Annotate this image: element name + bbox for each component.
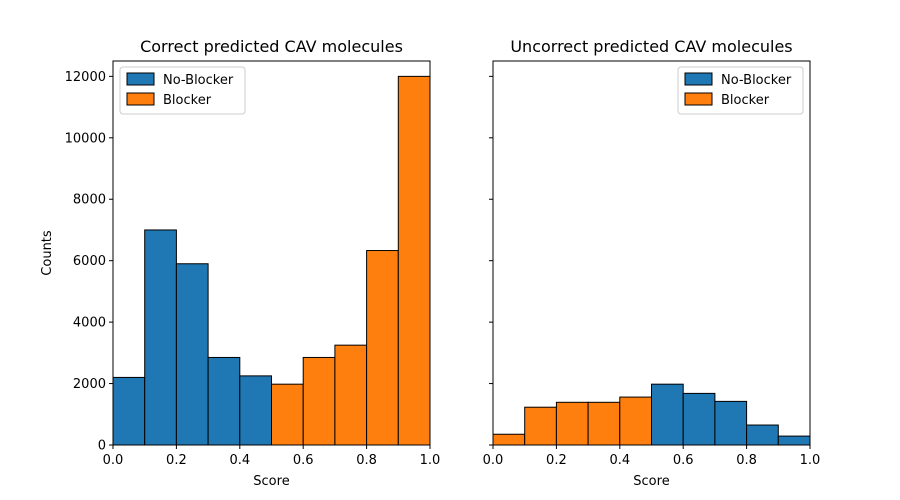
legend: No-Blocker Blocker bbox=[677, 66, 804, 115]
y-tick-label: 0 bbox=[98, 439, 106, 454]
y-tick-label: 12000 bbox=[65, 70, 106, 85]
chart-title: Correct predicted CAV molecules bbox=[140, 37, 403, 56]
bar-blocker-bin-9 bbox=[366, 250, 399, 446]
bar-no-blocker-bin-6 bbox=[651, 383, 684, 446]
legend-label-blocker: Blocker bbox=[721, 93, 770, 108]
plot-frame bbox=[492, 60, 811, 446]
bar-no-blocker-bin-8 bbox=[714, 400, 748, 446]
legend-swatch-blocker bbox=[684, 92, 713, 106]
y-tick-label: 8000 bbox=[73, 193, 106, 208]
legend-swatch-no-blocker bbox=[684, 72, 713, 86]
x-tick-label: 0.8 bbox=[736, 453, 757, 468]
bar-no-blocker-bin-5 bbox=[239, 375, 273, 446]
x-tick-label: 0.0 bbox=[103, 453, 124, 468]
bar-no-blocker-bin-1 bbox=[112, 376, 146, 446]
bar-no-blocker-bin-4 bbox=[207, 356, 241, 446]
chart-panel-1: 0.0 0.2 0.4 0.6 0.8 1.0 0 2000 4000 6000 8000 10000… bbox=[40, 37, 440, 489]
bar-no-blocker-bin-2 bbox=[144, 229, 177, 446]
y-tick-label: 10000 bbox=[65, 131, 106, 146]
x-axis-label: Score bbox=[633, 474, 669, 489]
bar-blocker-bin-6 bbox=[271, 383, 304, 446]
x-tick-label: 0.8 bbox=[356, 453, 377, 468]
y-tick-label: 2000 bbox=[73, 377, 106, 392]
bar-blocker-bin-10 bbox=[397, 75, 431, 446]
x-axis-label: Score bbox=[253, 474, 289, 489]
x-tick-label: 0.6 bbox=[673, 453, 694, 468]
legend-label-no-blocker: No-Blocker bbox=[163, 73, 234, 88]
x-tick-label: 0.4 bbox=[229, 453, 250, 468]
y-tick-label: 4000 bbox=[73, 316, 106, 331]
bar-no-blocker-bin-3 bbox=[175, 263, 209, 446]
legend: No-Blocker Blocker bbox=[119, 66, 246, 115]
plot-frame bbox=[112, 60, 431, 446]
legend-swatch-blocker bbox=[126, 92, 155, 106]
bar-blocker-bin-1 bbox=[492, 433, 526, 446]
x-tick-label: 0.0 bbox=[483, 453, 504, 468]
legend-swatch-no-blocker bbox=[126, 72, 155, 86]
x-tick-label: 0.2 bbox=[546, 453, 567, 468]
x-tick-label: 0.6 bbox=[293, 453, 314, 468]
bar-no-blocker-bin-7 bbox=[682, 392, 716, 446]
bar-no-blocker-bin-9 bbox=[746, 424, 779, 446]
x-tick-label: 0.2 bbox=[166, 453, 187, 468]
x-tick-label: 1.0 bbox=[800, 453, 821, 468]
bar-blocker-bin-2 bbox=[524, 406, 557, 446]
x-tick-label: 1.0 bbox=[420, 453, 441, 468]
bar-no-blocker-bin-10 bbox=[777, 435, 811, 446]
bar-blocker-bin-3 bbox=[555, 401, 589, 446]
legend-label-no-blocker: No-Blocker bbox=[721, 73, 792, 88]
legend-label-blocker: Blocker bbox=[163, 93, 212, 108]
chart-title: Uncorrect predicted CAV molecules bbox=[510, 37, 792, 56]
y-axis-label: Counts bbox=[40, 230, 55, 276]
x-tick-label: 0.4 bbox=[609, 453, 630, 468]
bar-blocker-bin-7 bbox=[302, 356, 336, 446]
bar-blocker-bin-4 bbox=[587, 401, 621, 446]
bar-blocker-bin-5 bbox=[619, 396, 652, 446]
chart-panel-2: 0.0 0.2 0.4 0.6 0.8 1.0 Uncorrect predicted CA… bbox=[483, 37, 821, 489]
y-tick-label: 6000 bbox=[73, 254, 106, 269]
bar-blocker-bin-8 bbox=[334, 344, 368, 446]
